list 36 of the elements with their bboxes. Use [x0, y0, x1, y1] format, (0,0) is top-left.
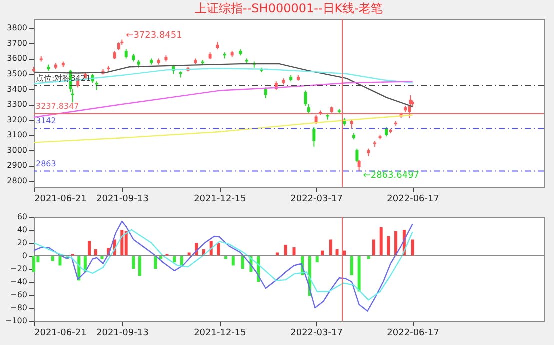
y-tick-label: 3600 [7, 54, 28, 64]
y-tick-label: 3700 [7, 38, 28, 48]
y-tick-label: 2800 [7, 176, 28, 186]
ref-line-label: 3237.8347 [36, 102, 80, 112]
x-tick-label: 2022-06-17 [387, 194, 440, 204]
ref-line-label: 2863 [36, 159, 56, 168]
y-tick-label: 3000 [7, 146, 28, 155]
x-tick-label: 2022-03-17 [290, 194, 343, 204]
y-tick-label: 3500 [7, 69, 28, 78]
x-tick-label: 2021-06-21 [34, 194, 87, 204]
y-tick-label: 3100 [7, 130, 28, 140]
y-tick-label: −20 [10, 264, 28, 274]
x-tick-label: 2021-09-13 [96, 328, 149, 338]
x-tick-label: 2022-06-17 [387, 328, 440, 338]
y-tick-label: 3400 [7, 84, 28, 94]
x-tick-label: 2021-12-15 [194, 328, 246, 338]
y-tick-label: −80 [10, 304, 28, 312]
x-tick-label: 2022-03-17 [290, 328, 343, 338]
chart-title: 上证综指--SH000001--日K线-老笔 [195, 2, 383, 16]
y-tick-label: 60 [17, 212, 28, 222]
x-tick-label: 2021-06-21 [34, 328, 87, 338]
annotation: ←3723.8451 [126, 30, 182, 41]
x-tick-label: 2021-12-15 [194, 194, 246, 204]
y-tick-label: 3300 [7, 100, 28, 110]
y-tick-label: −40 [10, 278, 28, 286]
ref-line-label: 3142 [36, 116, 56, 126]
y-tick-label: 20 [17, 238, 28, 248]
y-tick-label: 0 [22, 252, 28, 260]
y-tick-label: −100 [6, 316, 28, 326]
annotation: ←2863.6497 [363, 171, 420, 182]
y-tick-label: 2900 [7, 161, 28, 170]
y-tick-label: −60 [10, 290, 28, 300]
y-tick-label: 40 [17, 226, 28, 234]
y-tick-label: 3800 [7, 24, 28, 33]
x-tick-label: 2021-09-13 [96, 194, 149, 204]
y-tick-label: 3200 [7, 115, 28, 124]
